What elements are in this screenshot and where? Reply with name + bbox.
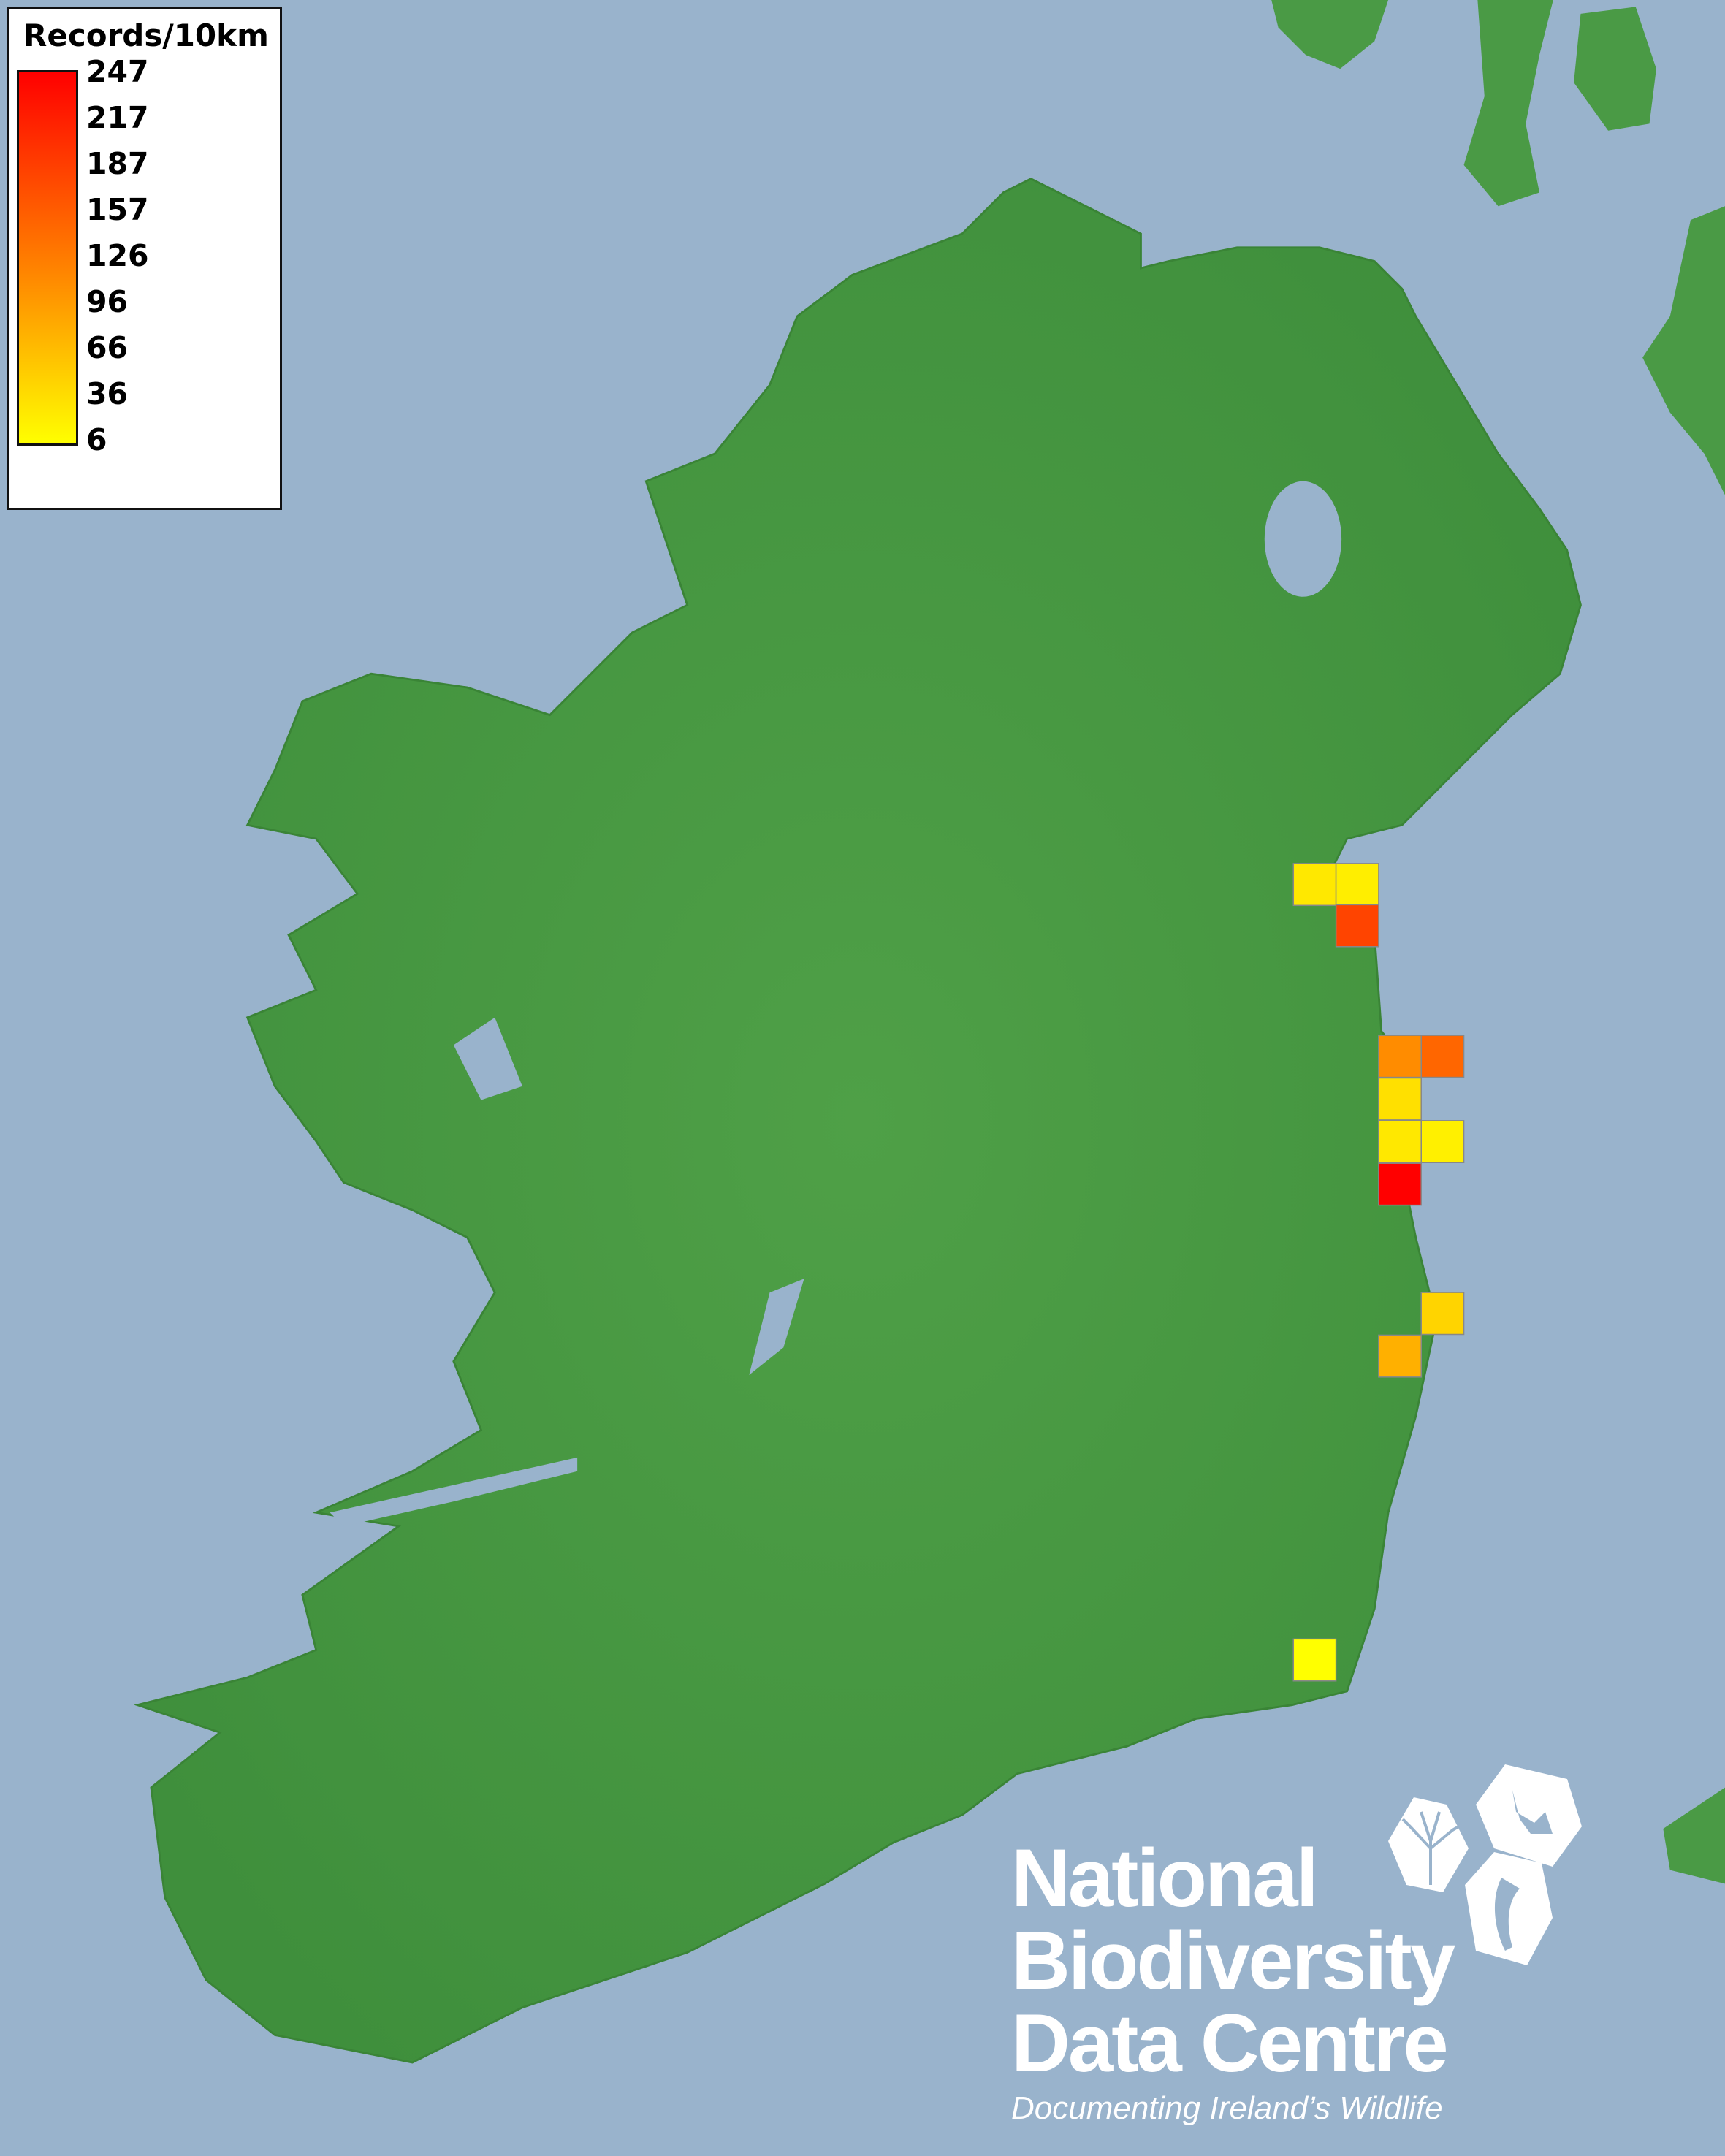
ireland-landmass [134,178,1582,2064]
legend-label: 96 [86,284,129,319]
logo-emblem [1388,1764,1582,1965]
legend-label: 247 [86,54,149,89]
record-cell[interactable] [1378,1120,1422,1163]
legend-title: Records/10km [23,18,269,53]
record-cell[interactable] [1292,863,1337,907]
record-cell[interactable] [1335,904,1379,948]
logo-line-data-centre: Data Centre [1011,1997,1449,2089]
butterfly-icon [1476,1764,1582,1867]
lough-neagh [1264,481,1342,597]
legend: Records/10km 247 217 187 157 126 96 66 3… [7,7,282,510]
record-cells [1292,863,1465,1682]
record-cell[interactable] [1378,1334,1422,1378]
lough-derg [749,1279,804,1376]
legend-label: 157 [86,192,149,227]
legend-label: 66 [86,330,129,365]
logo-line-national: National [1011,1832,1319,1924]
record-cell[interactable] [1378,1077,1422,1121]
shannon-estuary [330,1457,578,1527]
scotland-landmass [1271,0,1725,1884]
logo-tagline: Documenting Ireland’s Wildlife [1011,2090,1443,2126]
legend-color-scale [17,70,78,446]
record-cell[interactable] [1335,863,1379,907]
legend-label: 36 [86,376,129,411]
legend-label: 217 [86,100,149,135]
seahorse-icon [1465,1852,1553,1965]
tree-icon [1388,1797,1469,1892]
record-cell[interactable] [1378,1035,1422,1078]
record-cell[interactable] [1420,1292,1465,1336]
record-cell[interactable] [1292,1638,1337,1682]
record-cell[interactable] [1420,1035,1465,1078]
record-cell[interactable] [1378,1162,1422,1206]
legend-label: 187 [86,146,149,181]
logo-line-biodiversity: Biodiversity [1011,1915,1455,2006]
legend-label: 6 [86,422,107,457]
record-cell[interactable] [1420,1120,1465,1163]
legend-label: 126 [86,238,149,273]
